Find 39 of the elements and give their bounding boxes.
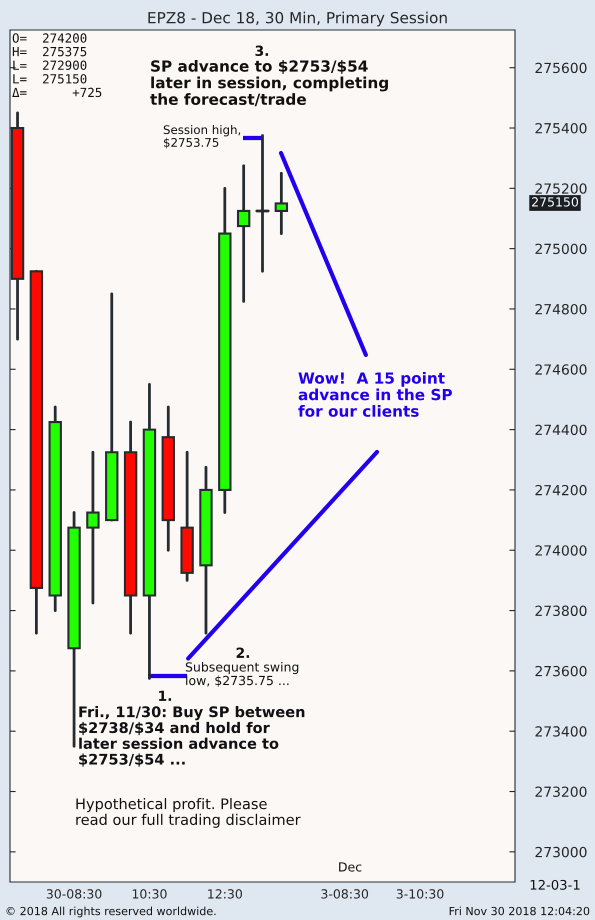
annotation: Fri., 11/30: Buy SP between $2738/$34 and hold for later session advance to $2753/$54 ... [79, 706, 304, 767]
annotation: Hypothetical profit. Please read our full trading disclaimer [76, 798, 301, 828]
annotation: SP advance to $2753/$54 later in session, completing the forecast/trade [150, 60, 388, 106]
y-tick-label: 273200 [535, 786, 587, 797]
y-tick-label: 274400 [535, 424, 587, 436]
y-tick-label: 275400 [535, 122, 587, 134]
text: Fri Nov 30 2018 12:04:20 [450, 906, 590, 916]
annotation: Subsequent swing low, $2735.75 ... [186, 662, 298, 687]
x-tick-label: 10:30 [132, 889, 167, 899]
y-tick-label: 274600 [535, 364, 587, 375]
x-tick-label: 30-08:30 [46, 889, 102, 899]
text: © 2018 All rights reserved worldwide. [6, 906, 216, 918]
x-tick-label: 3-10:30 [396, 889, 444, 899]
y-tick-label: 273000 [535, 846, 587, 858]
y-tick-label: 273600 [535, 666, 587, 676]
y-tick-label: 275200 [535, 183, 587, 194]
annotation: 3. [255, 46, 268, 56]
y-tick-label: 274000 [535, 545, 587, 556]
annotation: Session high, $2753.75 [164, 125, 240, 148]
text: 12-03-1 [530, 880, 580, 890]
y-tick-label: 275000 [535, 244, 587, 254]
candlestick [274, 172, 288, 235]
y-tick-label: 273800 [535, 606, 587, 616]
candlestick [236, 164, 250, 303]
candlestick [86, 450, 100, 604]
x-tick-label: 12:30 [208, 889, 242, 899]
annotation: 2. [236, 648, 250, 658]
annotation: Wow! A 15 point advance in the SP for our clients [298, 372, 452, 417]
y-tick-label: 274800 [535, 304, 587, 314]
annotation: O= 274200 H= 275375 L= 272900 L= 275150 Δ= +725 [12, 33, 102, 98]
chart-title: EPZ8 - Dec 18, 30 Min, Primary Session [148, 12, 447, 26]
text: 275150 [532, 197, 578, 207]
y-tick-label: 274200 [535, 484, 587, 496]
x-tick-label: 3-08:30 [321, 889, 368, 899]
annotation: 1. [159, 690, 172, 701]
annotation: Dec [339, 862, 362, 872]
y-tick-label: 275600 [535, 62, 587, 74]
y-tick-label: 273400 [535, 726, 587, 737]
candlestick [255, 134, 270, 273]
